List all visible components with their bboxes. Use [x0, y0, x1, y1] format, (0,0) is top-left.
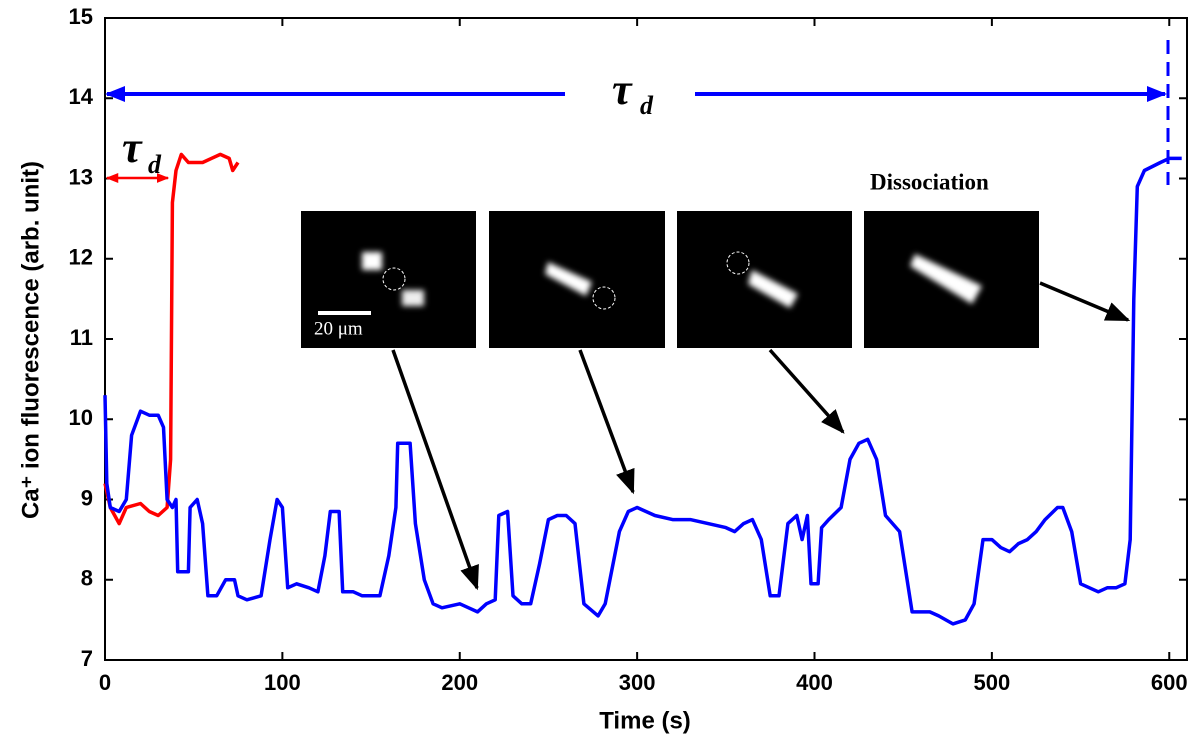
inset-image [301, 211, 476, 348]
dissociation-label: Dissociation [870, 169, 989, 194]
x-tick-label: 200 [441, 670, 478, 695]
y-tick-label: 8 [81, 566, 93, 591]
marker-circle [592, 286, 616, 310]
y-tick-label: 12 [69, 245, 93, 270]
y-tick-label: 11 [70, 325, 93, 350]
tau-sub: d [148, 150, 162, 179]
tau-label: τ [122, 123, 143, 172]
y-tick-label: 10 [69, 405, 93, 430]
x-tick-label: 0 [99, 670, 111, 695]
x-tick-label: 600 [1151, 670, 1188, 695]
x-tick-label: 500 [974, 670, 1011, 695]
pointer-arrow [578, 349, 635, 495]
pointer-arrows [391, 281, 1131, 591]
series-line [103, 152, 240, 526]
y-tick-label: 15 [69, 4, 93, 29]
x-tick-label: 300 [619, 670, 656, 695]
tau-sub: d [640, 91, 654, 120]
y-tick-label: 9 [81, 485, 93, 510]
pointer-arrow [768, 348, 845, 434]
series-line [103, 156, 1182, 626]
insets: 20 μm [301, 211, 1039, 348]
plot-frame [104, 17, 1188, 661]
x-tick-label: 400 [796, 670, 833, 695]
tau-label: τ [612, 65, 633, 114]
pointer-arrow [1039, 281, 1131, 322]
x-axis-title: Time (s) [599, 707, 691, 734]
y-tick-label: 7 [81, 646, 93, 671]
y-tick-label: 13 [69, 164, 93, 189]
marker-circle [382, 267, 406, 291]
y-axis-title: Ca⁺ ion fluorescence (arb. unit) [17, 161, 44, 519]
y-tick-label: 14 [69, 84, 94, 109]
x-tick-label: 100 [264, 670, 301, 695]
tau-annotations: τ d τ d Dissociation [105, 40, 1170, 194]
scale-bar-label: 20 μm [314, 318, 363, 339]
pointer-arrow [391, 349, 479, 591]
marker-circle [726, 251, 750, 275]
